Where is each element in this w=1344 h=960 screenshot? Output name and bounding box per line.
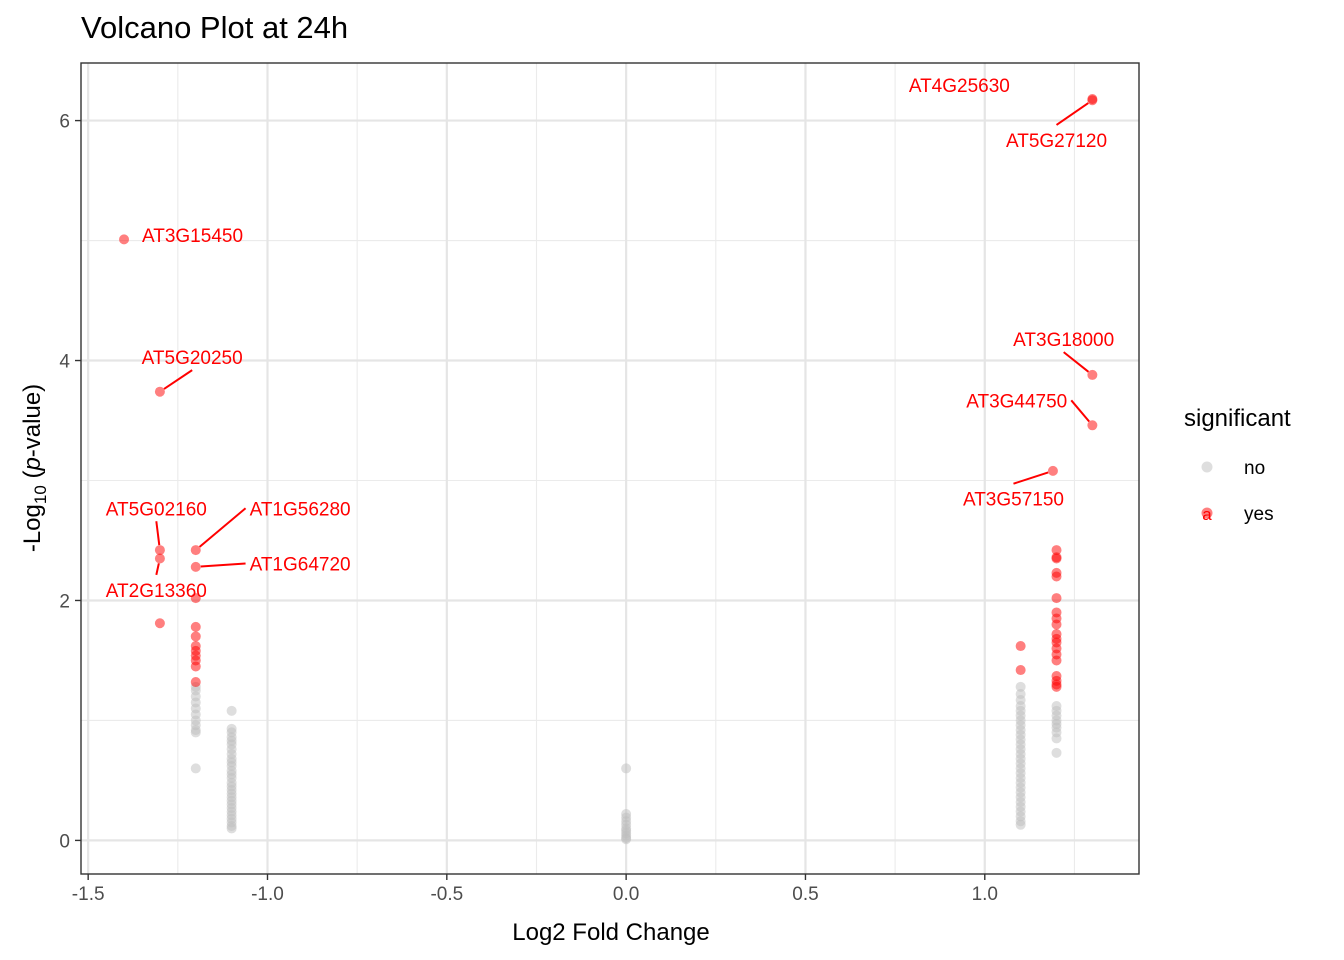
legend-label-yes: yes bbox=[1244, 504, 1274, 525]
y-tick-label: 6 bbox=[59, 112, 70, 133]
y-axis-title-open: ( bbox=[19, 471, 46, 486]
legend-entry-yes: a yes bbox=[1201, 504, 1274, 525]
gene-label: AT5G27120 bbox=[1006, 131, 1107, 152]
data-point-yes bbox=[1051, 655, 1062, 666]
y-axis-title-prefix: -Log bbox=[19, 504, 46, 552]
x-axis: -1.5 -1.0 -0.5 0.0 0.5 1.0 bbox=[72, 874, 998, 905]
y-axis-title-subscript: 10 bbox=[31, 485, 50, 504]
data-point-yes bbox=[1047, 465, 1058, 476]
data-point-yes bbox=[154, 553, 165, 564]
series-no bbox=[190, 681, 1062, 845]
x-tick-label: 0.5 bbox=[792, 884, 818, 905]
gene-label: AT3G44750 bbox=[966, 391, 1067, 412]
data-point-no bbox=[1051, 733, 1062, 744]
data-point-no bbox=[1051, 747, 1062, 758]
data-point-yes bbox=[119, 234, 130, 245]
gene-label: AT1G64720 bbox=[250, 554, 351, 575]
annotation-leader bbox=[155, 521, 161, 546]
annotation-leader bbox=[1063, 351, 1090, 373]
y-tick-label: 4 bbox=[59, 352, 70, 373]
gene-label: AT5G20250 bbox=[142, 348, 243, 369]
data-point-no bbox=[621, 763, 632, 774]
series-yes bbox=[119, 93, 1098, 692]
gene-label: AT5G02160 bbox=[106, 499, 207, 520]
gene-annotations: AT4G25630 AT5G27120 AT3G15450 AT5G20250 AT3G… bbox=[106, 76, 1114, 602]
legend-key-no bbox=[1201, 461, 1213, 473]
gene-label: AT3G18000 bbox=[1013, 330, 1114, 351]
plot-panel: AT4G25630 AT5G27120 AT3G15450 AT5G20250 AT3G… bbox=[80, 62, 1140, 875]
y-axis-title-rest: -value) bbox=[19, 384, 46, 457]
x-tick-label: -1.5 bbox=[72, 884, 105, 905]
data-point-no bbox=[190, 727, 201, 738]
data-point-no bbox=[190, 763, 201, 774]
annotation-leader bbox=[163, 369, 193, 390]
data-point-yes bbox=[154, 545, 165, 556]
data-point-yes bbox=[190, 621, 201, 632]
annotation-leader bbox=[1070, 399, 1090, 423]
data-point-no bbox=[226, 823, 237, 834]
data-point-yes bbox=[1051, 553, 1062, 564]
legend-key-yes-glyph: a bbox=[1202, 505, 1212, 524]
chart-title: Volcano Plot at 24h bbox=[81, 10, 348, 45]
data-point-yes bbox=[190, 545, 201, 556]
data-point-yes bbox=[1051, 681, 1062, 692]
legend-key-yes bbox=[1201, 507, 1213, 519]
data-point-yes bbox=[154, 386, 165, 397]
data-point-yes bbox=[1015, 641, 1026, 652]
x-axis-title: Log2 Fold Change bbox=[512, 919, 709, 946]
y-axis: 0 2 4 6 bbox=[59, 112, 81, 852]
y-tick-label: 2 bbox=[59, 591, 70, 612]
y-tick-label: 0 bbox=[59, 831, 70, 852]
gene-label: AT3G57150 bbox=[963, 490, 1064, 511]
annotation-leader bbox=[1055, 102, 1089, 126]
data-point-yes bbox=[190, 661, 201, 672]
gene-label: AT1G56280 bbox=[250, 499, 351, 520]
data-point-yes bbox=[1087, 95, 1098, 106]
legend-title: significant bbox=[1184, 405, 1291, 432]
data-point-no bbox=[1015, 819, 1026, 830]
x-tick-label: 0.0 bbox=[613, 884, 639, 905]
data-point-yes bbox=[1015, 665, 1026, 676]
gene-label: AT4G25630 bbox=[909, 76, 1010, 97]
data-point-yes bbox=[190, 677, 201, 688]
x-tick-label: -1.0 bbox=[251, 884, 284, 905]
data-point-yes bbox=[1051, 619, 1062, 630]
data-point-yes bbox=[190, 593, 201, 604]
data-point-no bbox=[621, 834, 632, 845]
annotation-leader bbox=[198, 507, 247, 548]
y-axis-title: -Log10 (p-value) bbox=[19, 384, 50, 552]
gene-label: AT3G15450 bbox=[142, 226, 243, 247]
y-axis-title-italic: p bbox=[19, 457, 46, 471]
data-point-no bbox=[1015, 681, 1026, 692]
gene-label: AT2G13360 bbox=[106, 581, 207, 602]
data-point-yes bbox=[190, 561, 201, 572]
annotation-leader bbox=[155, 563, 160, 576]
x-tick-label: -0.5 bbox=[430, 884, 463, 905]
data-point-yes bbox=[1087, 420, 1098, 431]
data-point-yes bbox=[1051, 545, 1062, 556]
legend-label-no: no bbox=[1244, 458, 1265, 479]
data-point-yes bbox=[1051, 571, 1062, 582]
x-tick-label: 1.0 bbox=[972, 884, 998, 905]
panel-border bbox=[80, 62, 1140, 875]
data-point-yes bbox=[190, 631, 201, 642]
panel-background bbox=[81, 63, 1139, 874]
legend-entry-no: no bbox=[1201, 458, 1265, 479]
data-point-no bbox=[226, 705, 237, 716]
data-point-yes bbox=[1051, 593, 1062, 604]
legend: significant no a yes bbox=[1184, 405, 1291, 525]
annotation-leader bbox=[200, 562, 246, 568]
data-point-yes bbox=[1087, 369, 1098, 380]
annotation-leader bbox=[1013, 471, 1049, 485]
data-point-yes bbox=[154, 618, 165, 629]
